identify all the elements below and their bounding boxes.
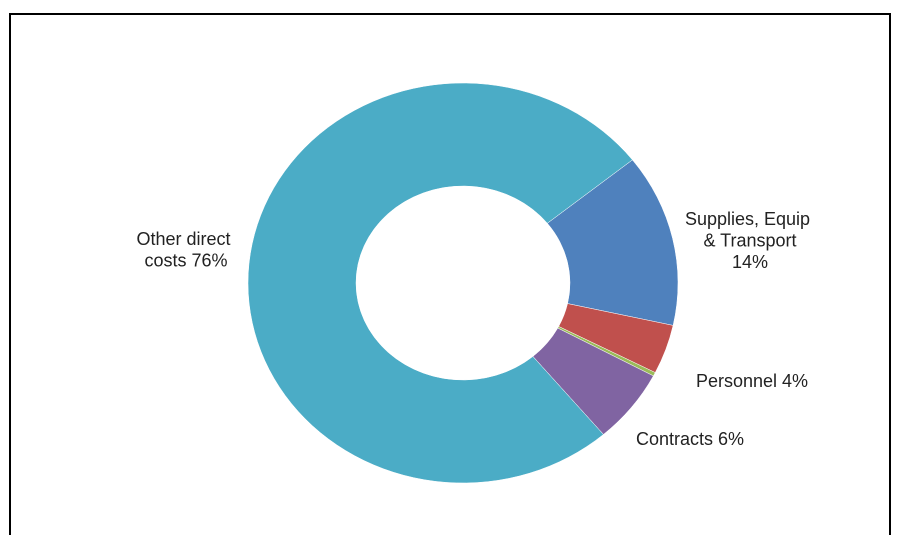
slice-value: 4% [782,371,808,391]
slice-category: Supplies, Equip & Transport [685,209,815,251]
label-line: Personnel [696,371,777,391]
slice-label: Personnel 4% [696,371,808,391]
slice-category: Contracts [636,429,713,449]
label-line: Other direct [136,229,235,249]
slice-value: 76% [192,250,228,270]
label-line: Contracts [636,429,713,449]
slice-value: 14% [732,252,768,272]
slice-label: Other direct costs 76% [136,229,235,271]
label-line: & Transport [703,230,796,250]
label-line: Supplies, Equip [685,209,815,229]
slice-category: Personnel [696,371,777,391]
slice-value: 6% [718,429,744,449]
slice-label: Supplies, Equip & Transport 14% [685,209,815,272]
slice-category: Other direct costs [136,229,235,271]
chart-frame [9,13,891,535]
label-line: costs [144,250,186,270]
donut-slice [546,159,679,326]
donut-slice [247,82,633,484]
slice-label: Contracts 6% [636,429,744,449]
